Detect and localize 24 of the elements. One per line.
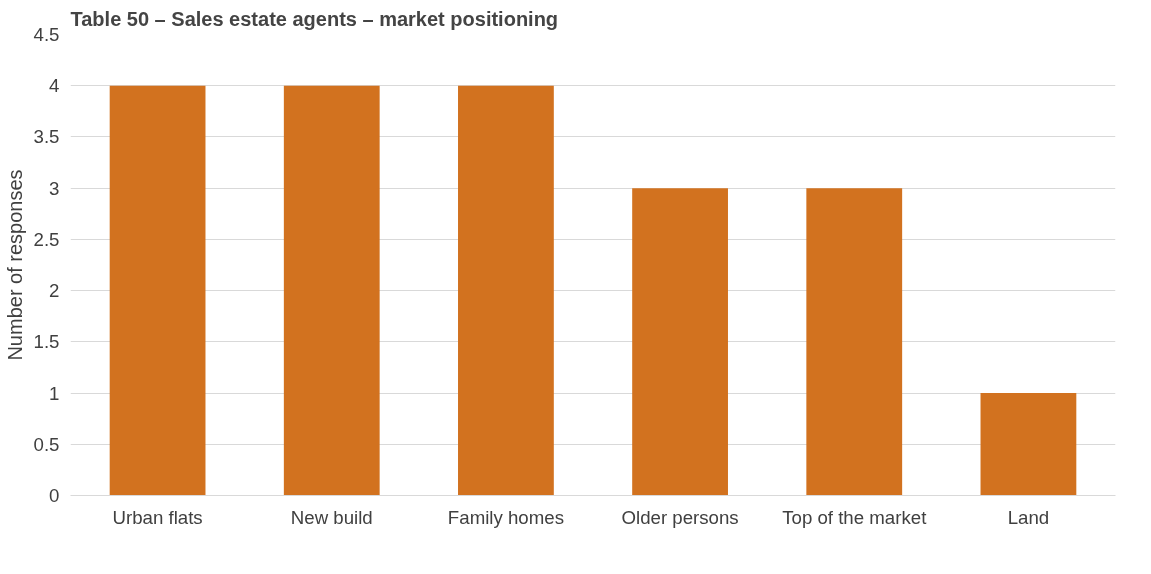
y-tick-label: 2.5 <box>33 228 60 250</box>
y-tick-label: 4 <box>49 75 60 97</box>
x-tick-label: Top of the market <box>782 506 928 528</box>
bar <box>632 188 728 496</box>
y-tick-label: 1.5 <box>33 331 60 353</box>
chart-title: Table 50 – Sales estate agents – market positioning <box>70 7 559 30</box>
bar <box>283 85 380 496</box>
y-tick-label: 0 <box>49 485 60 506</box>
bar <box>109 85 206 496</box>
y-tick-label: 3.5 <box>33 126 60 148</box>
y-axis-title: Number of responses <box>3 169 26 361</box>
x-tick-label: New build <box>290 506 373 528</box>
y-tick-label: 2 <box>49 280 60 302</box>
bar <box>458 85 554 496</box>
bar <box>980 393 1077 496</box>
y-tick-label: 3 <box>49 177 60 199</box>
y-tick-label: 0.5 <box>33 433 60 455</box>
y-tick-label: 1 <box>49 382 60 404</box>
x-tick-label: Family homes <box>447 506 564 528</box>
y-tick-label: 4.5 <box>33 24 60 45</box>
x-tick-label: Land <box>1007 506 1050 528</box>
bar <box>806 188 903 496</box>
x-tick-label: Urban flats <box>112 506 203 528</box>
x-tick-label: Older persons <box>621 506 739 528</box>
